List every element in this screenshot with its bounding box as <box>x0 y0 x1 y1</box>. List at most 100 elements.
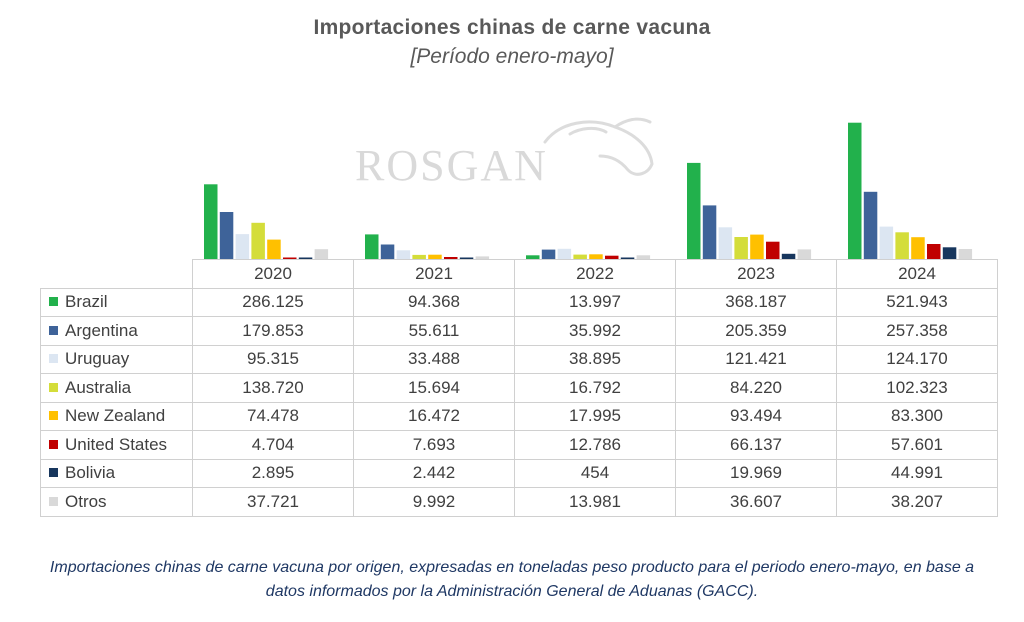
table-cell: 2.895 <box>192 458 354 488</box>
year-header: 2024 <box>836 259 998 289</box>
table-cell: 44.991 <box>836 458 998 488</box>
table-cell: 38.207 <box>836 487 998 517</box>
legend-swatch <box>49 297 58 307</box>
table-row: Otros 37.721 9.992 13.981 36.607 38.207 <box>40 487 998 517</box>
chart-subtitle: [Período enero-mayo] <box>410 45 614 68</box>
bar-australia-2024 <box>895 232 909 259</box>
bar-brazil-2020 <box>204 184 218 259</box>
table-cell: 84.220 <box>675 373 837 403</box>
legend-label: Uruguay <box>65 349 130 369</box>
legend-entry: Bolivia <box>40 458 193 488</box>
legend-label: New Zealand <box>65 406 166 426</box>
table-cell: 38.895 <box>514 344 676 374</box>
legend-label: United States <box>65 434 168 454</box>
legend-label: Australia <box>65 377 132 397</box>
table-cell: 16.472 <box>353 401 515 431</box>
bar-australia-2022 <box>573 254 587 259</box>
legend-swatch <box>49 354 58 364</box>
table-cell: 83.300 <box>836 401 998 431</box>
legend-swatch <box>49 411 58 421</box>
table-row: Australia 138.720 15.694 16.792 84.220 102.32… <box>40 373 998 403</box>
bar-brazil-2022 <box>526 255 540 259</box>
legend-entry: Brazil <box>40 287 193 317</box>
legend-label: Brazil <box>65 292 108 312</box>
table-cell: 57.601 <box>836 430 998 460</box>
table-cell: 179.853 <box>192 316 354 346</box>
caption-line: datos informados por la Administración G… <box>265 583 759 600</box>
bar-argentina-2022 <box>541 249 556 259</box>
table-cell: 17.995 <box>514 401 676 431</box>
caption-line: Importaciones chinas de carne vacuna por… <box>49 559 975 576</box>
bar-new-zealand-2022 <box>589 254 603 259</box>
bar-chart <box>204 122 973 259</box>
table-row: Argentina 179.853 55.611 35.992 205.359 257.3… <box>40 316 998 346</box>
table-cell: 102.323 <box>836 373 998 403</box>
bar-united-states-2023 <box>766 241 780 259</box>
table-row: United States 4.704 7.693 12.786 66.137 57.60… <box>40 430 998 460</box>
legend-entry: Otros <box>40 487 193 517</box>
table-cell: 257.358 <box>836 316 998 346</box>
legend-swatch <box>49 468 58 478</box>
table-cell: 205.359 <box>675 316 837 346</box>
table-corner <box>40 259 193 288</box>
bar-uruguay-2021 <box>396 250 411 259</box>
table-cell: 33.488 <box>353 344 515 374</box>
legend-entry: Australia <box>40 373 193 403</box>
table-row: Brazil 286.125 94.368 13.997 368.187 521.943 <box>40 287 998 317</box>
legend-entry: Uruguay <box>40 344 193 374</box>
table-cell: 9.992 <box>353 487 515 517</box>
table-cell: 13.981 <box>514 487 676 517</box>
bar-united-states-2020 <box>283 257 297 259</box>
bar-otros-2020 <box>314 249 329 259</box>
watermark-logo-text: ROSGAN <box>355 141 548 190</box>
bar-uruguay-2024 <box>879 226 894 259</box>
legend-swatch <box>49 496 58 506</box>
bar-bolivia-2023 <box>781 253 796 259</box>
table-header-row: 2020 2021 2022 2023 2024 <box>40 259 998 289</box>
bar-new-zealand-2023 <box>750 234 764 259</box>
table-cell: 368.187 <box>675 287 837 317</box>
table-cell: 121.421 <box>675 344 837 374</box>
bar-australia-2020 <box>251 222 265 259</box>
table-cell: 15.694 <box>353 373 515 403</box>
legend-label: Argentina <box>65 320 138 340</box>
bar-argentina-2020 <box>219 212 234 259</box>
bar-bolivia-2020 <box>298 257 313 259</box>
bar-argentina-2024 <box>863 191 878 259</box>
table-cell: 93.494 <box>675 401 837 431</box>
table-cell: 2.442 <box>353 458 515 488</box>
bar-argentina-2021 <box>380 244 395 259</box>
bar-brazil-2024 <box>848 122 862 259</box>
table-row: Bolivia 2.895 2.442 454 19.969 44.991 <box>40 458 998 488</box>
table-cell: 66.137 <box>675 430 837 460</box>
chart-title: Importaciones chinas de carne vacuna <box>313 16 711 39</box>
bar-australia-2023 <box>734 237 748 259</box>
year-header: 2023 <box>675 259 837 289</box>
table-cell: 35.992 <box>514 316 676 346</box>
bar-united-states-2022 <box>605 255 619 259</box>
legend-label: Bolivia <box>65 463 116 483</box>
year-header: 2021 <box>353 259 515 289</box>
legend-swatch <box>49 382 58 392</box>
bar-brazil-2021 <box>365 234 379 259</box>
table-cell: 4.704 <box>192 430 354 460</box>
bar-australia-2021 <box>412 254 426 259</box>
bar-bolivia-2021 <box>459 257 474 259</box>
bar-new-zealand-2021 <box>428 254 442 259</box>
table-cell: 94.368 <box>353 287 515 317</box>
legend-entry: United States <box>40 430 193 460</box>
table-cell: 124.170 <box>836 344 998 374</box>
bar-otros-2024 <box>958 249 973 259</box>
legend-swatch <box>49 439 58 449</box>
bar-united-states-2024 <box>927 244 941 259</box>
table-cell: 37.721 <box>192 487 354 517</box>
table-cell: 74.478 <box>192 401 354 431</box>
table-row: New Zealand 74.478 16.472 17.995 93.494 83.30… <box>40 401 998 431</box>
legend-entry: New Zealand <box>40 401 193 431</box>
legend-label: Otros <box>65 491 107 511</box>
bar-otros-2021 <box>475 256 490 259</box>
table-cell: 55.611 <box>353 316 515 346</box>
table-cell: 286.125 <box>192 287 354 317</box>
bull-logo-icon <box>543 117 654 176</box>
bar-otros-2023 <box>797 249 812 259</box>
